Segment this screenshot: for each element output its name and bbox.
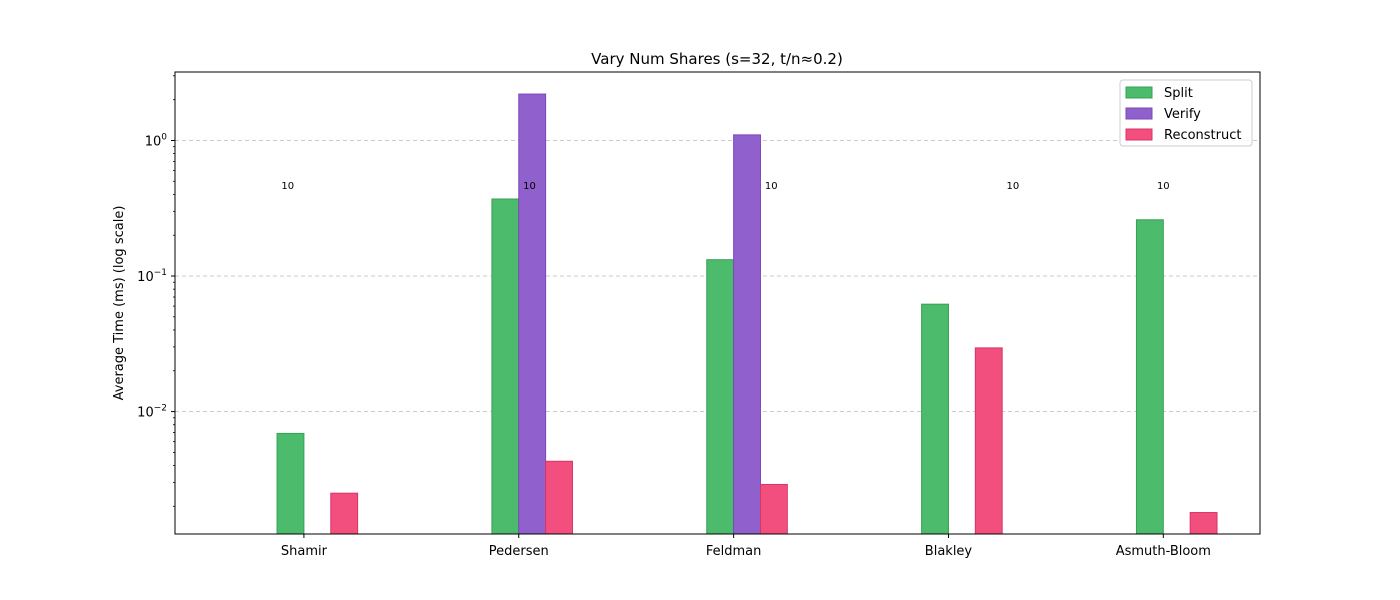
x-tick-label: Blakley [925, 544, 973, 559]
bar-annotation: 10 [1007, 181, 1020, 192]
y-tick-base: 10 [145, 134, 162, 149]
legend-label-reconstruct: Reconstruct [1164, 128, 1242, 143]
bar-verify-feldman [733, 134, 761, 535]
bar-split-pedersen [491, 198, 520, 535]
bar-reconstruct-pedersen [545, 460, 573, 535]
bar-verify-pedersen [518, 93, 547, 535]
bar-annotation: 10 [1157, 181, 1170, 192]
bar-split-feldman [706, 259, 735, 535]
legend-label-split: Split [1164, 86, 1193, 101]
bar-split-shamir [276, 432, 305, 535]
y-tick-exponent: −1 [154, 268, 167, 278]
chart-title: Vary Num Shares (s=32, t/n≈0.2) [591, 50, 843, 68]
bar-split-asmuth-bloom [1135, 219, 1164, 535]
x-tick-label: Feldman [706, 544, 762, 559]
bars [276, 93, 1218, 535]
y-tick-label: 10−2 [137, 404, 167, 421]
plot-frame [174, 71, 1261, 535]
legend-box [1119, 79, 1253, 147]
x-tick-label: Shamir [281, 544, 328, 559]
legend-swatch-verify [1125, 107, 1153, 120]
y-tick-exponent: 0 [161, 132, 167, 142]
y-tick-base: 10 [137, 406, 154, 421]
bar-reconstruct-feldman [759, 483, 788, 535]
bar-reconstruct-shamir [330, 492, 359, 535]
y-axis-label: Average Time (ms) (log scale) [112, 206, 127, 401]
legend: Split Verify Reconstruct [1119, 79, 1253, 147]
bar-annotation: 10 [523, 181, 536, 192]
y-tick-exponent: −2 [154, 404, 167, 414]
x-tick-label: Asmuth-Bloom [1116, 544, 1211, 559]
legend-swatch-split [1125, 86, 1153, 99]
y-tick-base: 10 [137, 270, 154, 285]
x-axis: Shamir Pedersen Feldman Blakley Asmuth-Bloom [281, 534, 1211, 559]
bar-reconstruct-asmuth-bloom [1189, 512, 1218, 535]
legend-label-verify: Verify [1164, 107, 1201, 122]
bar-split-blakley [921, 303, 949, 535]
bar-annotation: 10 [281, 181, 294, 192]
annotations: 10 10 10 10 10 [281, 181, 1169, 192]
legend-swatch-reconstruct [1125, 128, 1153, 141]
y-tick-label: 100 [145, 132, 168, 149]
bar-reconstruct-blakley [974, 347, 1003, 535]
y-tick-label: 10−1 [137, 268, 167, 285]
bar-annotation: 10 [765, 181, 778, 192]
x-tick-label: Pedersen [489, 544, 549, 559]
